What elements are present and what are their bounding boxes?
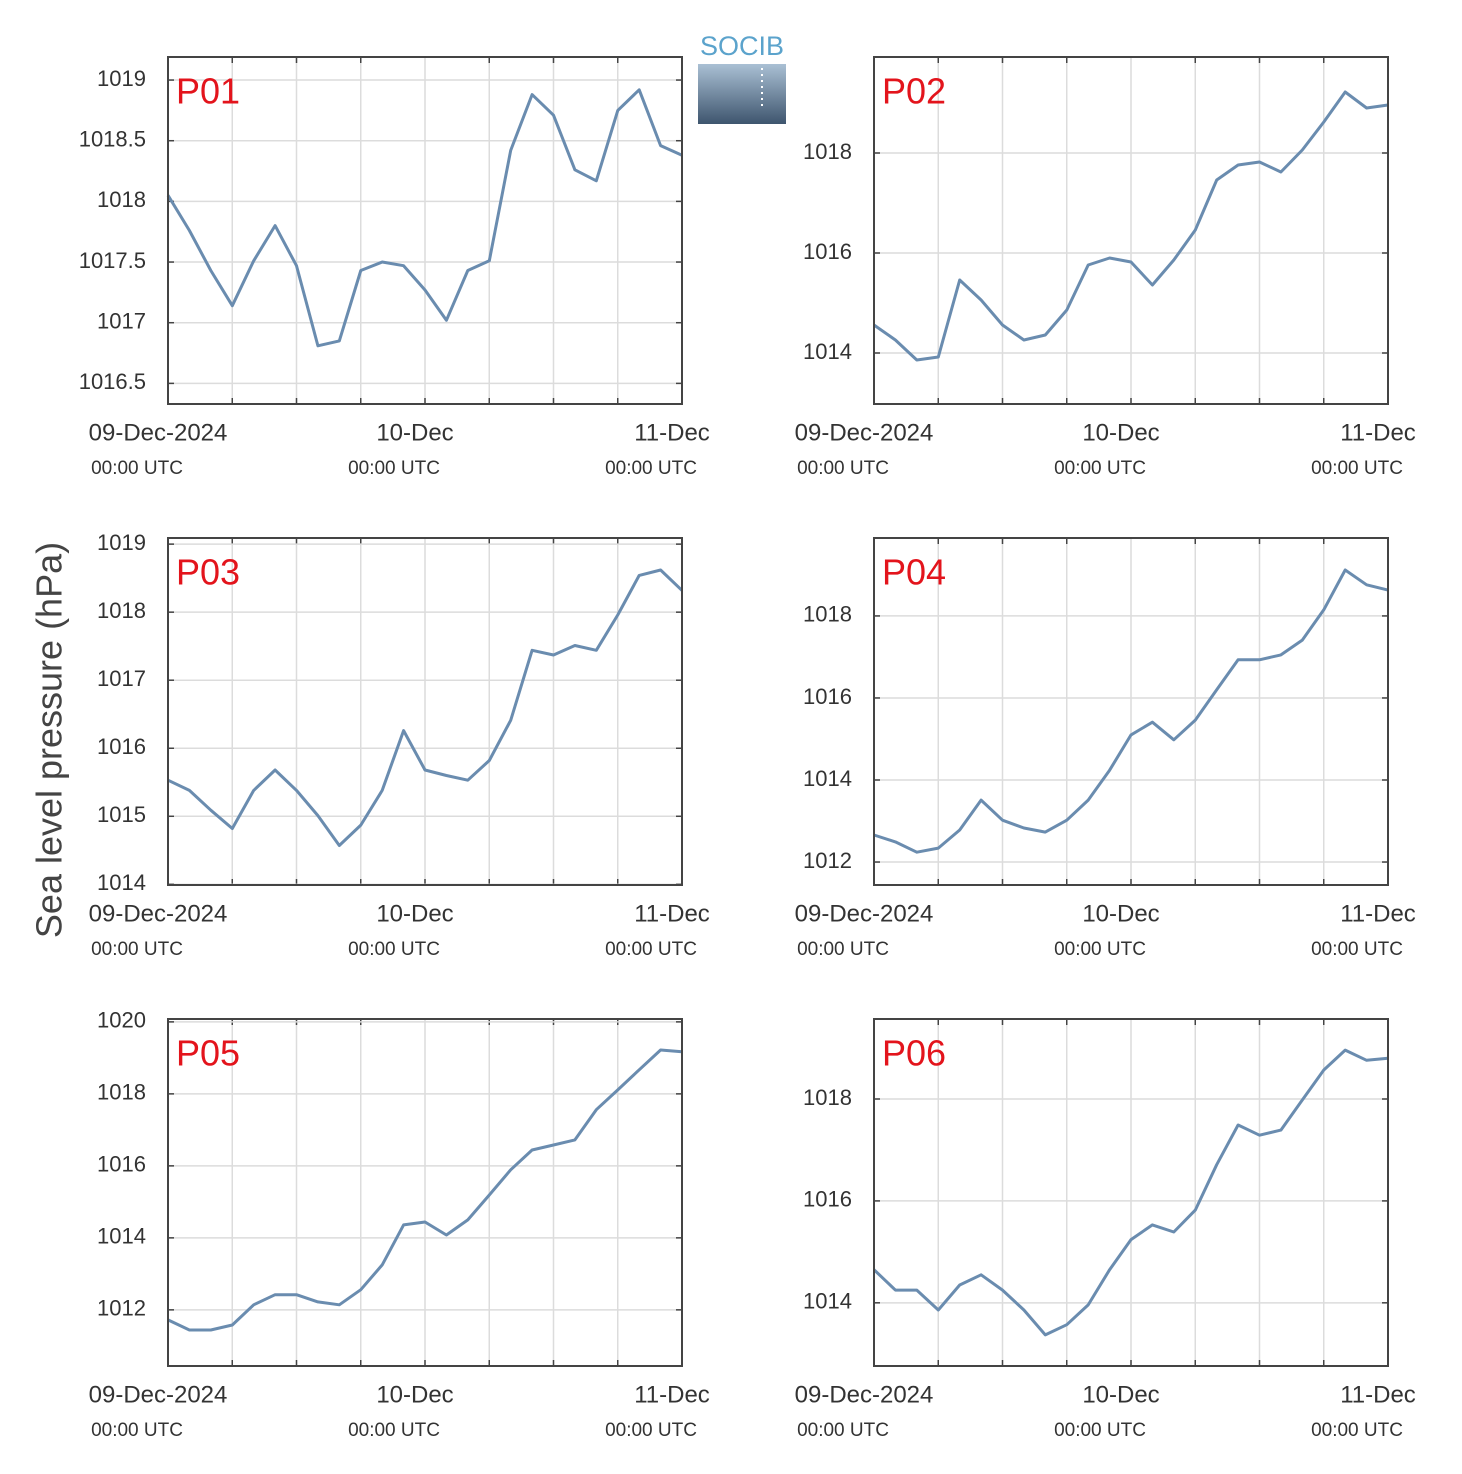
- panel: 09-Dec-2024 00:00 UTC 10-Dec 00:00 UTC 11-De…: [89, 530, 710, 960]
- y-tick-label: 1017: [97, 666, 146, 691]
- x-tick-label: 11-Dec: [1340, 419, 1416, 446]
- y-tick-label: 1018.5: [79, 127, 146, 152]
- x-tick-sublabel: 00:00 UTC: [605, 939, 697, 960]
- series-line: [167, 1048, 683, 1332]
- y-tick-label: 1018: [803, 139, 852, 164]
- panel: 09-Dec-2024 00:00 UTC 10-Dec 00:00 UTC 11-De…: [795, 56, 1416, 479]
- y-tick-label: 1014: [97, 1224, 146, 1249]
- panel: 09-Dec-2024 00:00 UTC 10-Dec 00:00 UTC 11-De…: [79, 56, 710, 479]
- x-tick-sublabel: 00:00 UTC: [1054, 1420, 1146, 1441]
- x-tick-label: 09-Dec-2024: [795, 900, 934, 927]
- x-tick-label: 10-Dec: [376, 1381, 453, 1408]
- panel: 09-Dec-2024 00:00 UTC 10-Dec 00:00 UTC 11-De…: [795, 1018, 1416, 1441]
- x-tick-sublabel: 00:00 UTC: [348, 939, 440, 960]
- x-tick-sublabel: 00:00 UTC: [348, 458, 440, 479]
- x-tick-sublabel: 00:00 UTC: [797, 1420, 889, 1441]
- series-line: [166, 88, 683, 348]
- x-tick-label: 11-Dec: [634, 419, 710, 446]
- x-tick-label: 09-Dec-2024: [795, 419, 934, 446]
- plot-frame: [873, 1018, 1389, 1367]
- logo: SOCIB: [698, 31, 786, 124]
- x-tick-label: 09-Dec-2024: [795, 1381, 934, 1408]
- y-tick-label: 1012: [97, 1296, 146, 1321]
- y-tick-label: 1016.5: [79, 369, 146, 394]
- y-tick-label: 1018: [97, 1080, 146, 1105]
- x-tick-sublabel: 00:00 UTC: [91, 939, 183, 960]
- panel-title: P02: [882, 71, 946, 112]
- x-tick-sublabel: 00:00 UTC: [348, 1420, 440, 1441]
- panel-title: P04: [882, 552, 946, 593]
- x-tick-sublabel: 00:00 UTC: [1311, 939, 1403, 960]
- x-tick-sublabel: 00:00 UTC: [1311, 458, 1403, 479]
- x-tick-label: 10-Dec: [1082, 1381, 1159, 1408]
- y-tick-label: 1012: [803, 848, 852, 873]
- panel-title: P01: [176, 71, 240, 112]
- x-tick-sublabel: 00:00 UTC: [797, 458, 889, 479]
- panel: 09-Dec-2024 00:00 UTC 10-Dec 00:00 UTC 11-De…: [89, 1008, 710, 1441]
- plot-frame: [873, 537, 1389, 886]
- y-tick-label: 1016: [803, 239, 852, 264]
- series-line: [873, 90, 1389, 362]
- logo-graphic: [698, 64, 786, 124]
- y-tick-label: 1019: [97, 530, 146, 555]
- x-tick-sublabel: 00:00 UTC: [797, 939, 889, 960]
- panel-title: P03: [176, 552, 240, 593]
- y-tick-label: 1016: [97, 1152, 146, 1177]
- y-tick-label: 1018: [97, 187, 146, 212]
- plot-frame: [167, 1018, 683, 1367]
- x-tick-sublabel: 00:00 UTC: [605, 458, 697, 479]
- y-tick-label: 1020: [97, 1008, 146, 1033]
- plot-frame: [873, 56, 1389, 405]
- x-tick-sublabel: 00:00 UTC: [91, 1420, 183, 1441]
- y-tick-label: 1018: [97, 598, 146, 623]
- x-tick-sublabel: 00:00 UTC: [91, 458, 183, 479]
- x-tick-sublabel: 00:00 UTC: [1311, 1420, 1403, 1441]
- y-tick-label: 1016: [97, 734, 146, 759]
- x-tick-label: 10-Dec: [1082, 900, 1159, 927]
- x-tick-label: 11-Dec: [634, 900, 710, 927]
- logo-text: SOCIB: [700, 31, 784, 61]
- panel: 09-Dec-2024 00:00 UTC 10-Dec 00:00 UTC 11-De…: [795, 537, 1416, 960]
- x-tick-sublabel: 00:00 UTC: [1054, 458, 1146, 479]
- y-tick-label: 1019: [97, 66, 146, 91]
- y-tick-label: 1016: [803, 1187, 852, 1212]
- series-line: [167, 568, 684, 847]
- x-tick-sublabel: 00:00 UTC: [605, 1420, 697, 1441]
- x-tick-label: 09-Dec-2024: [89, 900, 228, 927]
- y-tick-label: 1017.5: [79, 248, 146, 273]
- y-tick-label: 1018: [803, 602, 852, 627]
- x-tick-label: 10-Dec: [376, 900, 453, 927]
- panel-title: P05: [176, 1033, 240, 1074]
- y-tick-label: 1014: [803, 766, 852, 791]
- x-tick-label: 11-Dec: [1340, 900, 1416, 927]
- panel-title: P06: [882, 1033, 946, 1074]
- series-line: [872, 1048, 1389, 1337]
- y-tick-label: 1016: [803, 684, 852, 709]
- y-tick-label: 1017: [97, 309, 146, 334]
- y-axis-label: Sea level pressure (hPa): [29, 542, 70, 938]
- x-tick-label: 09-Dec-2024: [89, 1381, 228, 1408]
- x-tick-label: 10-Dec: [376, 419, 453, 446]
- series-line: [873, 568, 1389, 854]
- x-tick-label: 09-Dec-2024: [89, 419, 228, 446]
- y-tick-label: 1014: [803, 1289, 852, 1314]
- plot-frame: [167, 537, 683, 886]
- x-tick-label: 11-Dec: [1340, 1381, 1416, 1408]
- y-tick-label: 1015: [97, 802, 146, 827]
- x-tick-label: 10-Dec: [1082, 419, 1159, 446]
- y-tick-label: 1014: [97, 870, 146, 895]
- x-tick-sublabel: 00:00 UTC: [1054, 939, 1146, 960]
- x-tick-label: 11-Dec: [634, 1381, 710, 1408]
- y-tick-label: 1018: [803, 1085, 852, 1110]
- y-tick-label: 1014: [803, 339, 852, 364]
- plot-frame: [167, 56, 683, 405]
